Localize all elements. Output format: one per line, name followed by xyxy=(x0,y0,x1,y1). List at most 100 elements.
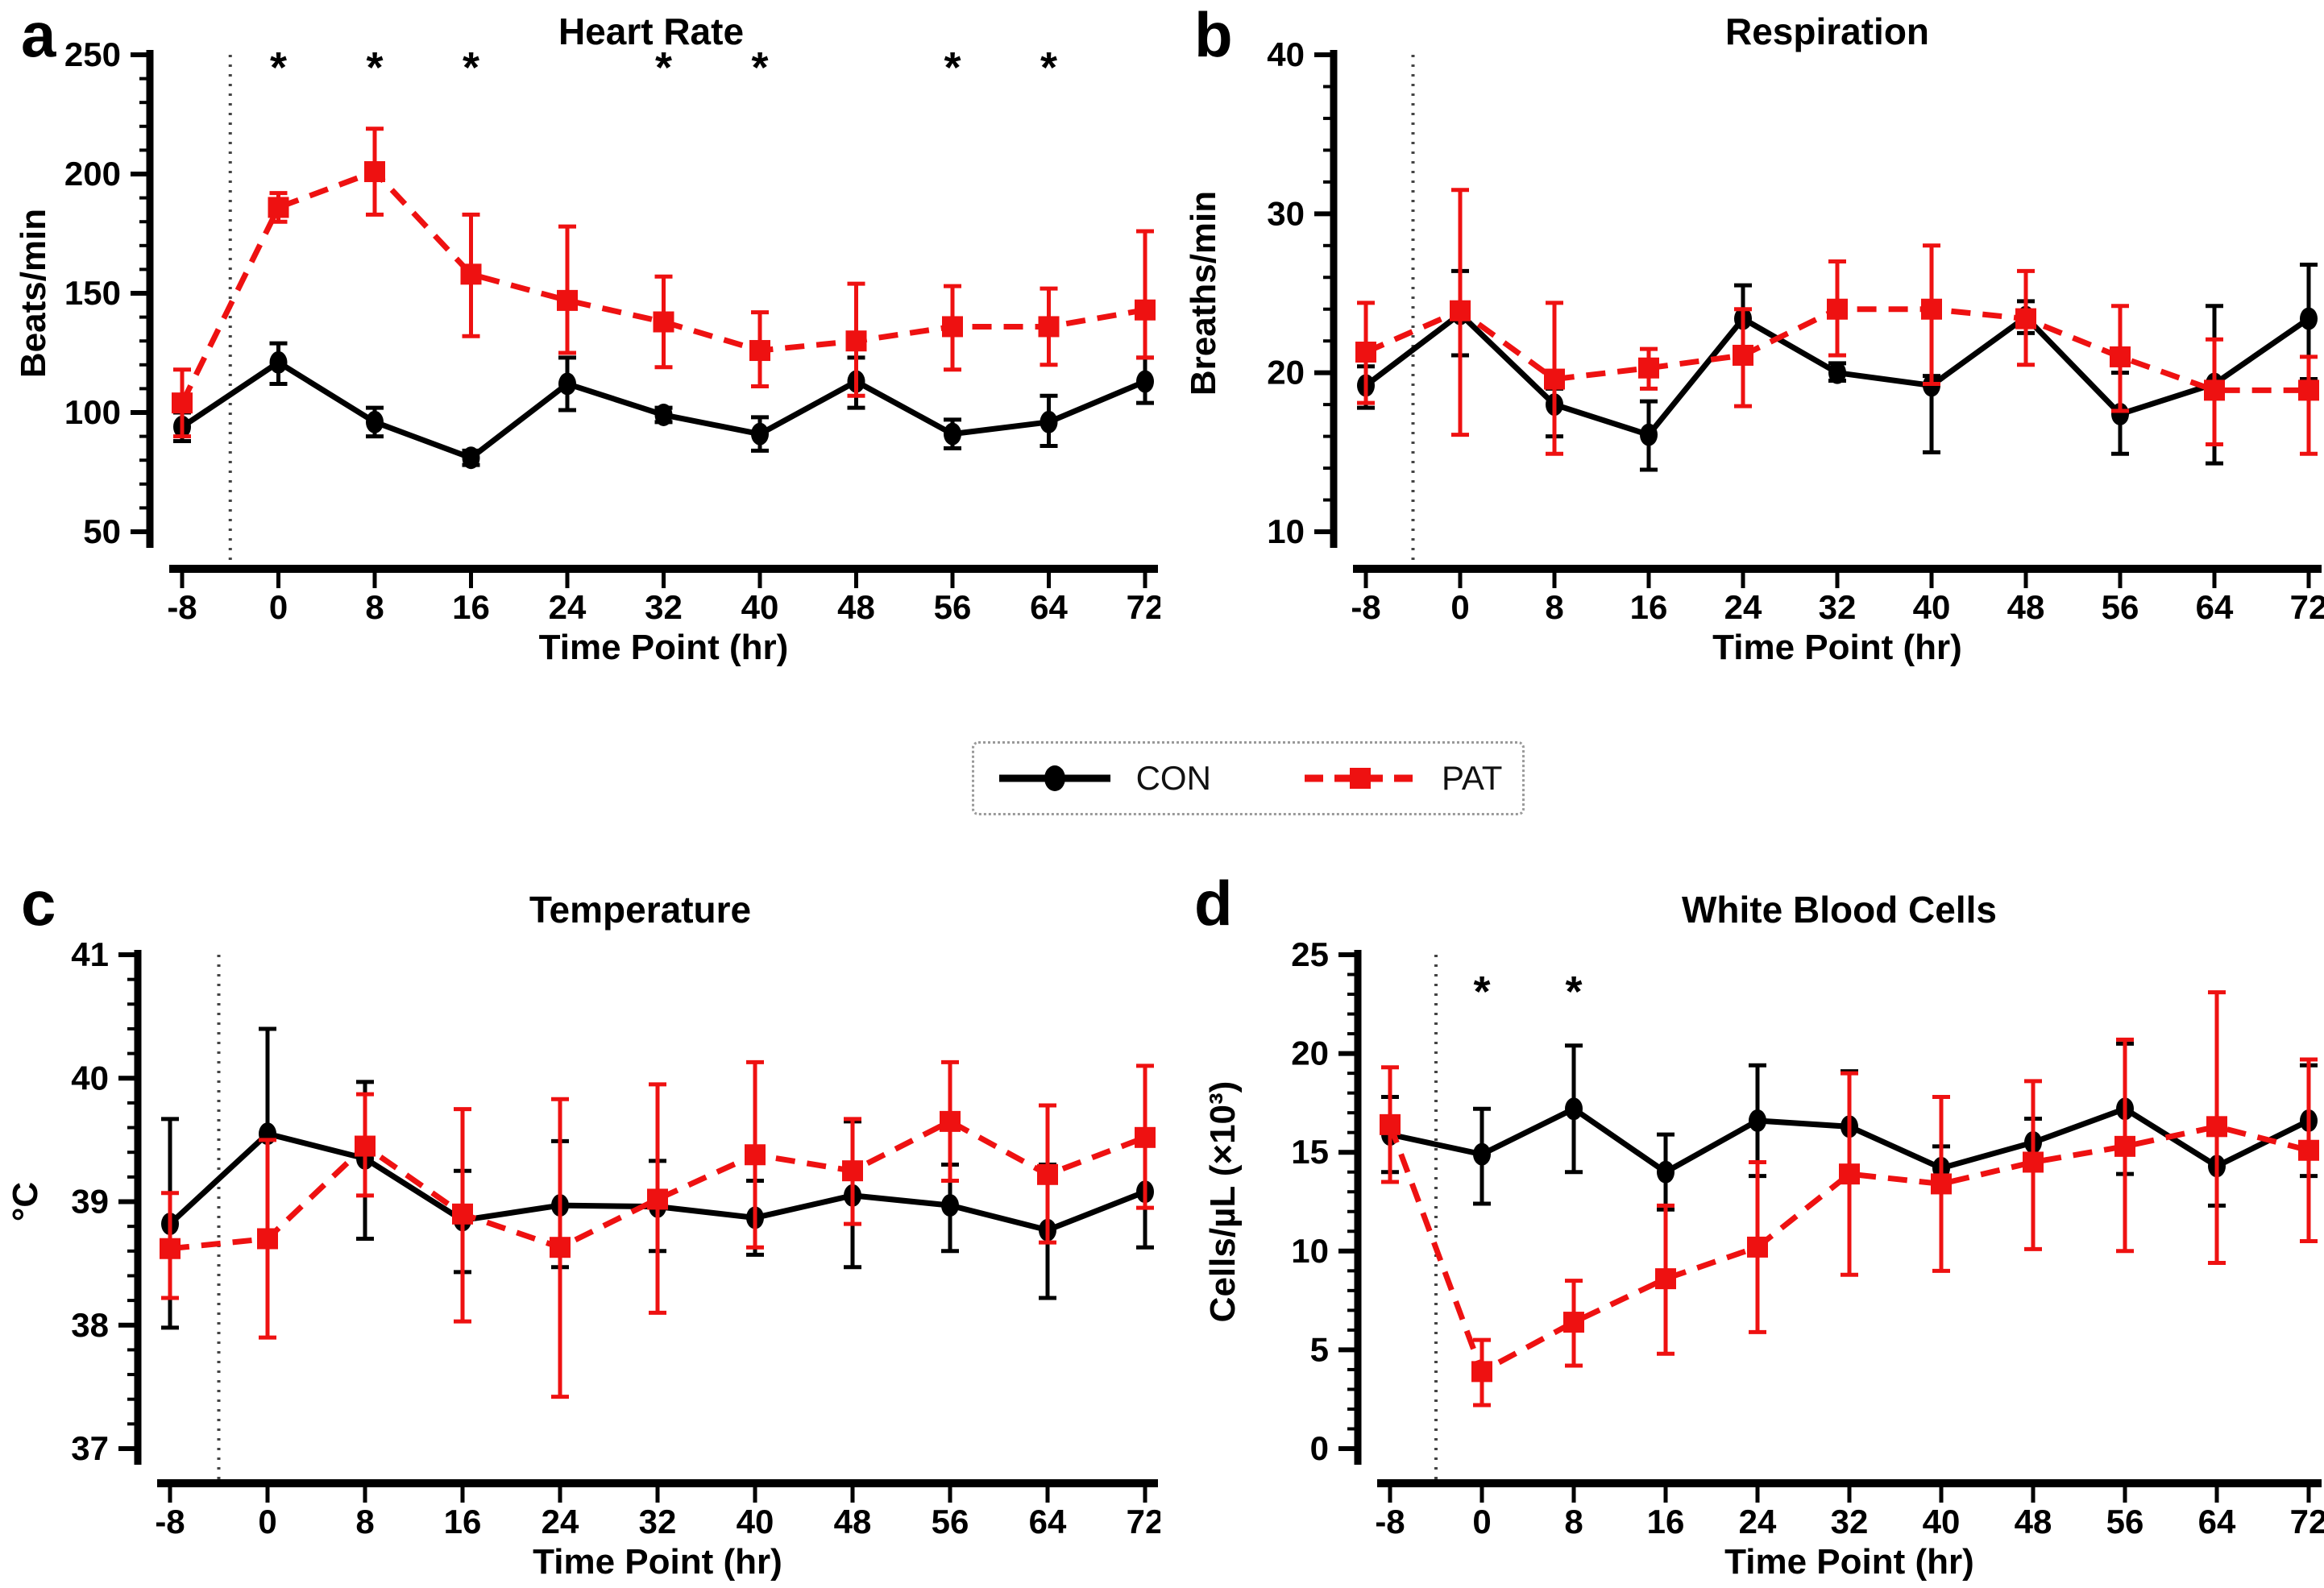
x-tick-label: 8 xyxy=(365,588,384,626)
y-axis-label: Cells/µL (×10³) xyxy=(1203,1081,1243,1323)
x-axis: -8 0 8 16 24 32 40 48 56 64 72 xyxy=(155,1479,1160,1540)
y-tick-label: 25 xyxy=(1291,935,1329,973)
y-tick-label: 200 xyxy=(64,155,121,193)
x-tick-label: 24 xyxy=(542,1503,579,1540)
y-tick-label: 41 xyxy=(71,935,109,973)
y-tick-label: 10 xyxy=(1267,512,1305,550)
data-point-marker xyxy=(745,1144,766,1166)
data-point-marker xyxy=(842,1160,863,1182)
significance-asterisk: * xyxy=(944,44,961,92)
data-point-marker xyxy=(940,1110,961,1132)
data-point-marker xyxy=(557,289,578,311)
y-tick-label: 0 xyxy=(1310,1429,1329,1467)
x-tick-label: 48 xyxy=(2007,588,2045,626)
heart-rate-chart: 50 100 150 200 250 Beats/min -8 0 8 16 24 32 40 48 56 6… xyxy=(14,35,1160,667)
series-CON xyxy=(1357,262,2318,472)
series-line-PAT xyxy=(1387,1123,2309,1376)
significance-asterisk: * xyxy=(751,44,768,92)
x-tick-label: 16 xyxy=(1647,1503,1685,1540)
y-tick-label: 250 xyxy=(64,35,121,73)
data-point-marker xyxy=(1640,423,1658,446)
data-point-marker xyxy=(1638,357,1659,379)
data-point-marker xyxy=(1839,1163,1860,1185)
y-axis: 10 20 30 40 xyxy=(1267,35,1338,550)
x-tick-label: 56 xyxy=(2102,588,2139,626)
data-point-marker xyxy=(558,372,576,396)
data-point-marker xyxy=(269,350,288,374)
data-point-marker xyxy=(2300,307,2318,330)
data-point-marker xyxy=(2015,308,2036,330)
x-tick-label: 24 xyxy=(1724,588,1762,626)
data-point-marker xyxy=(1038,316,1060,338)
y-axis-label: Breaths/min xyxy=(1184,191,1223,396)
legend-item-con: CON xyxy=(994,759,1211,798)
data-point-marker xyxy=(550,1237,571,1258)
legend-item-pat: PAT xyxy=(1300,759,1502,798)
y-tick-label: 30 xyxy=(1267,194,1305,232)
x-tick-label: 32 xyxy=(645,588,683,626)
panel-d-letter: d xyxy=(1194,868,1233,939)
x-axis-label: Time Point (hr) xyxy=(539,628,789,667)
con-line-swatch xyxy=(998,765,1110,791)
x-tick-label: 48 xyxy=(837,588,875,626)
panel-a-letter: a xyxy=(21,0,56,70)
legend-swatch-marker xyxy=(1349,768,1371,789)
x-tick-label: 56 xyxy=(932,1503,969,1540)
data-point-marker xyxy=(941,1194,959,1217)
y-axis-label: °C xyxy=(6,1182,45,1221)
y-axis: 0 5 10 15 20 25 xyxy=(1291,935,1362,1467)
y-axis: 37 38 39 40 41 xyxy=(71,935,142,1467)
temperature-chart: 37 38 39 40 41 °C -8 0 8 16 24 32 40 48 56 64 72 Time Poi… xyxy=(6,935,1160,1582)
data-point-marker xyxy=(1827,298,1848,320)
significance-asterisk: * xyxy=(1565,968,1582,1016)
y-tick-label: 20 xyxy=(1291,1034,1329,1072)
y-axis-label: Beats/min xyxy=(14,209,53,378)
y-tick-label: 10 xyxy=(1291,1232,1329,1270)
data-point-marker xyxy=(942,316,963,338)
data-point-marker xyxy=(462,446,480,470)
x-tick-label: 8 xyxy=(1545,588,1563,626)
panel-c-letter: c xyxy=(21,868,56,939)
y-tick-label: 37 xyxy=(71,1429,109,1467)
data-point-marker xyxy=(1037,1163,1058,1185)
y-tick-label: 40 xyxy=(1267,35,1305,73)
y-tick-label: 15 xyxy=(1291,1133,1329,1171)
x-tick-label: -8 xyxy=(155,1503,185,1540)
data-point-marker xyxy=(1747,1236,1768,1258)
x-tick-label: 72 xyxy=(2290,1503,2324,1540)
y-tick-label: 5 xyxy=(1310,1330,1329,1368)
x-tick-label: 0 xyxy=(1472,1503,1491,1540)
data-point-marker xyxy=(366,410,384,433)
data-point-marker xyxy=(1733,344,1753,366)
legend-label-pat: PAT xyxy=(1441,759,1503,797)
data-point-marker xyxy=(2298,379,2319,401)
data-point-marker xyxy=(2110,346,2131,367)
x-tick-label: 56 xyxy=(934,588,972,626)
panel-b-letter: b xyxy=(1194,0,1233,70)
series-line-PAT xyxy=(169,1117,1147,1252)
x-tick-label: 56 xyxy=(2106,1503,2144,1540)
x-tick-label: 0 xyxy=(1450,588,1469,626)
series-PAT xyxy=(1380,990,2319,1408)
panel-a-title: Heart Rate xyxy=(558,10,745,52)
x-tick-label: 48 xyxy=(834,1503,872,1540)
significance-asterisk: * xyxy=(1473,968,1490,1016)
x-tick-label: 16 xyxy=(1630,588,1668,626)
y-tick-label: 39 xyxy=(71,1183,109,1221)
data-point-marker xyxy=(160,1238,181,1259)
figure-legend: CON PAT xyxy=(972,741,1525,815)
data-point-marker xyxy=(1565,1097,1583,1121)
data-point-marker xyxy=(845,330,867,352)
x-tick-label: 64 xyxy=(1030,588,1068,626)
data-point-marker xyxy=(460,263,482,285)
y-tick-label: 20 xyxy=(1267,354,1305,392)
legend-label-con: CON xyxy=(1135,759,1211,797)
x-tick-label: 40 xyxy=(741,588,779,626)
data-point-marker xyxy=(1563,1312,1584,1333)
x-tick-label: 32 xyxy=(639,1503,677,1540)
x-tick-label: 40 xyxy=(737,1503,774,1540)
y-axis: 50 100 150 200 250 xyxy=(64,35,154,550)
data-point-marker xyxy=(1135,1126,1156,1148)
data-point-marker xyxy=(2114,1135,2135,1157)
x-tick-label: 32 xyxy=(1819,588,1857,626)
